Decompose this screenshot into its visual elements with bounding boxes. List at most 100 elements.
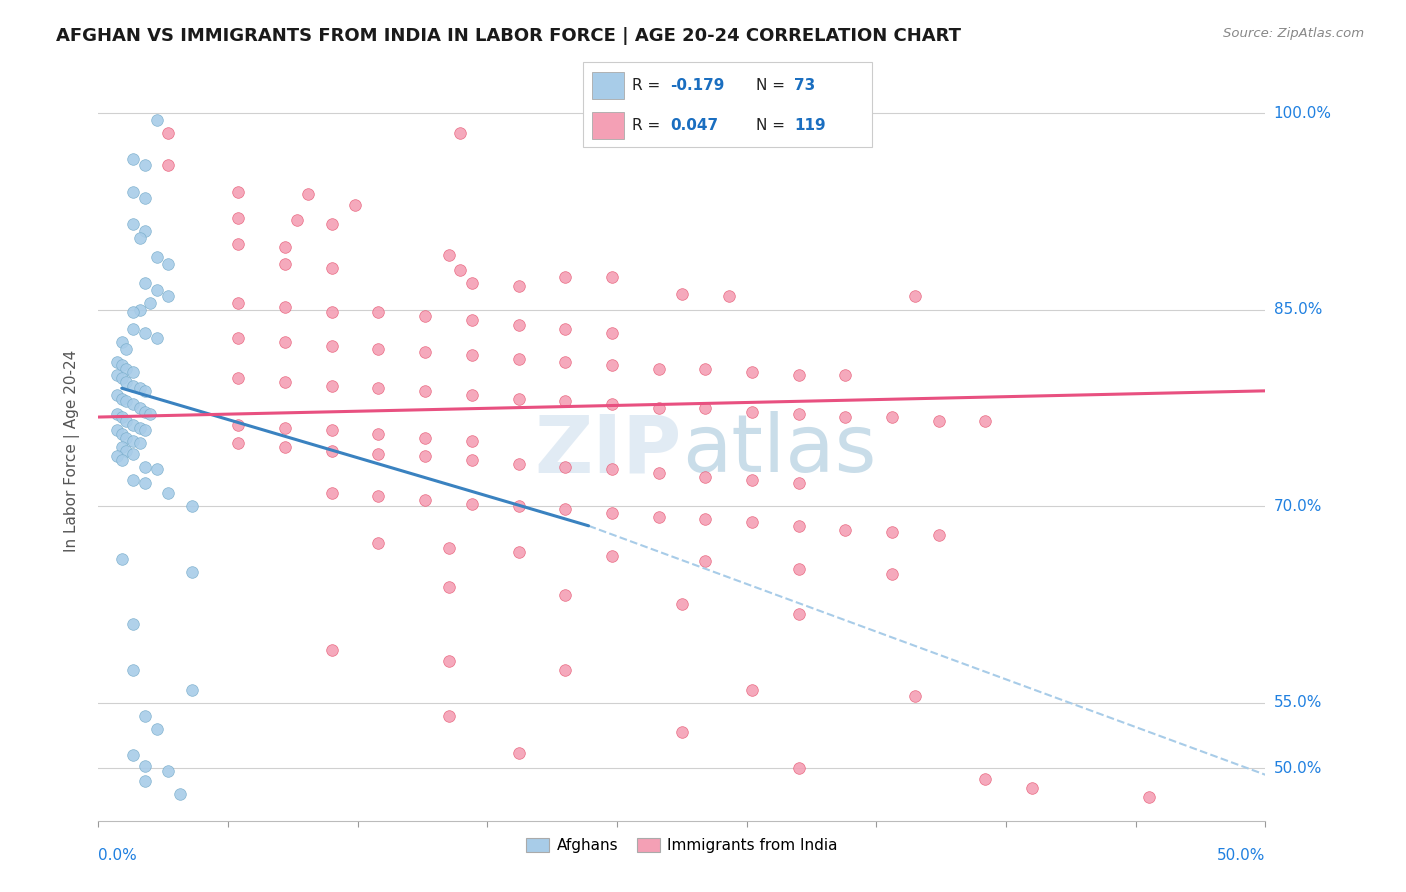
Point [105,388,128,402]
Point [880,410,903,425]
Point [1021,780,1043,795]
Point [600,269,623,284]
Point [274,300,297,314]
Point [508,499,530,513]
Point [134,158,156,172]
Point [115,361,138,376]
Point [228,211,250,225]
Text: -0.179: -0.179 [671,78,724,93]
Point [134,475,156,490]
Point [741,682,763,697]
Text: 50.0%: 50.0% [1274,761,1322,776]
Point [134,708,156,723]
Point [105,408,128,422]
Y-axis label: In Labor Force | Age 20-24: In Labor Force | Age 20-24 [63,350,80,551]
Point [461,496,484,510]
Point [134,459,156,474]
Point [129,436,152,450]
Text: 70.0%: 70.0% [1274,499,1322,514]
Point [600,397,623,411]
Point [787,408,810,422]
Point [274,335,297,350]
Point [115,431,138,445]
Point [228,331,250,345]
Text: ZIP: ZIP [534,411,682,490]
Text: N =: N = [756,78,790,93]
Text: 55.0%: 55.0% [1274,695,1322,710]
Point [413,344,436,359]
Point [274,257,297,271]
Point [274,420,297,434]
Point [554,394,576,409]
Point [461,453,484,467]
Point [554,269,576,284]
Point [600,358,623,372]
Text: N =: N = [756,118,790,133]
Point [647,509,669,524]
Point [228,185,250,199]
Point [647,467,669,481]
Legend: Afghans, Immigrants from India: Afghans, Immigrants from India [519,830,845,861]
Point [695,361,717,376]
Point [122,218,145,232]
Point [157,257,180,271]
Point [600,549,623,563]
Point [600,506,623,520]
Point [122,397,145,411]
Point [157,289,180,303]
Point [554,322,576,336]
Point [437,541,460,555]
Point [554,355,576,369]
Point [134,326,156,341]
Point [437,708,460,723]
Point [413,309,436,323]
Point [111,335,134,350]
Point [105,368,128,383]
Point [508,279,530,293]
Point [554,663,576,677]
Point [122,185,145,199]
Point [134,191,156,205]
Point [600,326,623,341]
Point [974,414,997,428]
Point [904,289,927,303]
Point [367,536,389,550]
Point [134,384,156,398]
Point [449,263,471,277]
Point [717,289,740,303]
Point [321,339,343,353]
Point [554,501,576,516]
Point [787,562,810,576]
Point [367,305,389,319]
Point [600,462,623,476]
Point [228,237,250,252]
Point [228,417,250,432]
Text: 0.0%: 0.0% [98,848,138,863]
Text: atlas: atlas [682,411,876,490]
Text: 119: 119 [794,118,825,133]
Text: 73: 73 [794,78,815,93]
Point [228,296,250,310]
Point [437,247,460,261]
Point [367,381,389,395]
Point [880,525,903,540]
Point [105,450,128,464]
Point [180,565,202,579]
Point [157,126,180,140]
Point [146,250,169,264]
Point [321,423,343,437]
Point [122,663,145,677]
Point [274,440,297,454]
Point [695,401,717,415]
Point [157,158,180,172]
Point [437,654,460,668]
Point [321,260,343,275]
Point [741,405,763,419]
Point [134,224,156,238]
Point [974,772,997,786]
Point [111,440,134,454]
Point [508,352,530,367]
Text: Source: ZipAtlas.com: Source: ZipAtlas.com [1223,27,1364,40]
Point [413,450,436,464]
Point [274,375,297,389]
